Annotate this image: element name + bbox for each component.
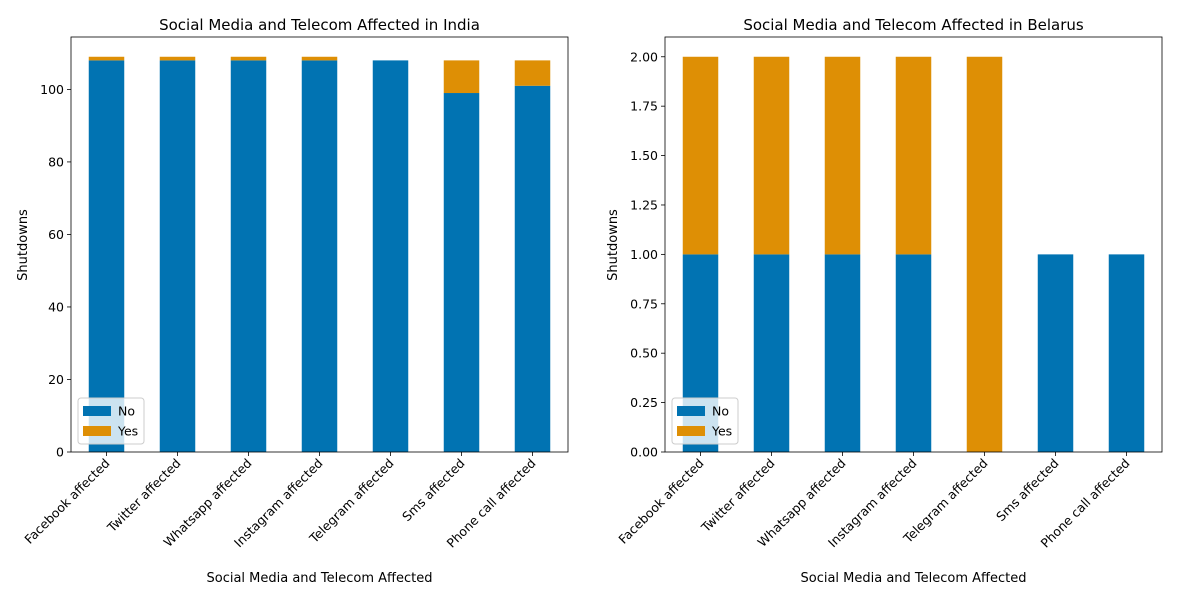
y-axis-label: Shutdowns <box>606 209 621 281</box>
x-tick-label: Facebook affected <box>21 456 112 547</box>
y-tick-label: 1.00 <box>630 247 658 262</box>
chart-belarus: Social Media and Telecom Affected in Bel… <box>606 16 1163 586</box>
legend-label-yes: Yes <box>117 424 138 439</box>
bar-no-2 <box>824 254 861 452</box>
bar-no-5 <box>443 93 480 452</box>
y-tick-label: 1.75 <box>630 99 658 114</box>
bar-yes-2 <box>824 56 861 255</box>
plot-area: 0.00 0.25 0.50 0.75 1.00 1.25 1.50 1.75 2.00 Face… <box>615 36 1163 551</box>
y-tick-label: 0 <box>56 445 64 460</box>
bar-no-1 <box>753 254 790 452</box>
x-tick-label: Facebook affected <box>615 456 706 547</box>
y-tick-label: 20 <box>48 372 64 387</box>
bar-yes-1 <box>159 56 196 61</box>
bar-no-3 <box>895 254 932 452</box>
bar-yes-3 <box>895 56 932 255</box>
legend-swatch-no <box>677 406 705 416</box>
legend-label-no: No <box>118 404 135 419</box>
y-tick-label: 40 <box>48 299 64 314</box>
y-tick-label: 2.00 <box>630 49 658 64</box>
bar-no-2 <box>230 60 267 453</box>
x-tick-label: Sms affected <box>399 456 468 525</box>
legend: No Yes <box>671 397 739 445</box>
chart-title: Social Media and Telecom Affected in Ind… <box>159 16 480 34</box>
bar-no-1 <box>159 60 196 453</box>
x-tick-label: Twitter affected <box>698 456 778 536</box>
y-axis-label: Shutdowns <box>16 209 31 281</box>
y-tick-label: 1.50 <box>630 148 658 163</box>
legend-swatch-yes <box>677 426 705 436</box>
y-tick-label: 0.25 <box>630 395 658 410</box>
legend-swatch-no <box>83 406 111 416</box>
bar-no-4 <box>372 60 409 453</box>
y-tick-label: 0.00 <box>630 445 658 460</box>
bar-no-6 <box>1108 254 1145 452</box>
x-tick-label: Twitter affected <box>104 456 184 536</box>
bar-yes-0 <box>88 56 125 61</box>
bar-yes-0 <box>682 56 719 255</box>
y-tick-label: 1.25 <box>630 197 658 212</box>
bar-no-6 <box>514 85 551 452</box>
legend-swatch-yes <box>83 426 111 436</box>
y-tick-label: 80 <box>48 154 64 169</box>
bar-yes-3 <box>301 56 338 61</box>
y-tick-label: 0.75 <box>630 296 658 311</box>
x-axis-label: Social Media and Telecom Affected <box>206 571 432 586</box>
y-tick-label: 60 <box>48 227 64 242</box>
bar-yes-2 <box>230 56 267 61</box>
bar-no-5 <box>1037 254 1074 452</box>
legend-label-yes: Yes <box>711 424 732 439</box>
bar-yes-6 <box>514 60 551 86</box>
bar-yes-4 <box>966 56 1003 453</box>
legend-label-no: No <box>712 404 729 419</box>
bar-no-0 <box>88 60 125 453</box>
bar-no-3 <box>301 60 338 453</box>
chart-india: Social Media and Telecom Affected in Ind… <box>16 16 569 586</box>
legend: No Yes <box>77 397 145 445</box>
x-axis-label: Social Media and Telecom Affected <box>800 571 1026 586</box>
y-tick-label: 100 <box>40 82 64 97</box>
x-tick-label: Sms affected <box>993 456 1062 525</box>
y-tick-label: 0.50 <box>630 346 658 361</box>
chart-title: Social Media and Telecom Affected in Bel… <box>743 16 1084 34</box>
bar-yes-5 <box>443 60 480 94</box>
bar-yes-1 <box>753 56 790 255</box>
